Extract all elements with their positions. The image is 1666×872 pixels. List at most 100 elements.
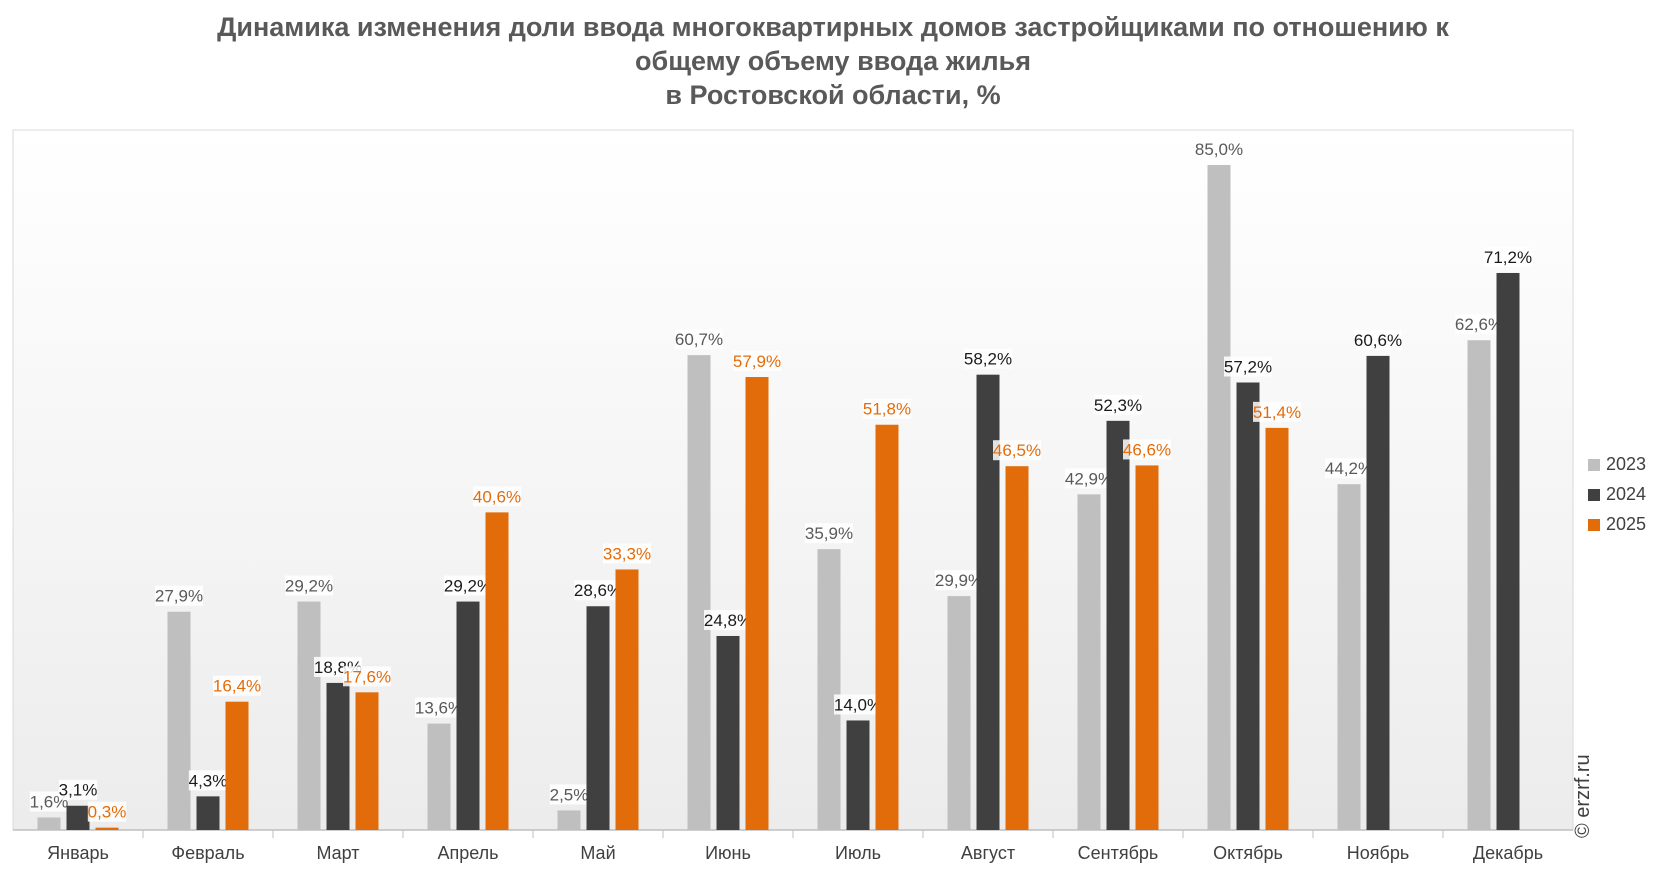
data-label-2023: 27,9% <box>155 587 203 606</box>
data-label-2023: 1,6% <box>30 792 69 811</box>
bar-2024 <box>66 805 90 830</box>
legend-swatch-2024 <box>1588 489 1600 501</box>
chart-title-line-3: в Ростовской области, % <box>665 80 1001 110</box>
data-label-2025: 17,6% <box>343 667 391 686</box>
bar-2024 <box>326 682 350 830</box>
data-label-bg <box>285 575 333 596</box>
bar-2024 <box>586 606 610 830</box>
data-label-bg <box>675 329 723 350</box>
data-label-2024: 71,2% <box>1484 248 1532 267</box>
data-label-bg <box>444 575 492 596</box>
data-label-2023: 13,6% <box>415 699 463 718</box>
data-label-2023: 29,2% <box>285 577 333 596</box>
data-label-2023: 85,0% <box>1195 140 1243 159</box>
data-label-bg <box>805 523 853 544</box>
data-label-2023: 62,6% <box>1455 315 1503 334</box>
chart-title: Динамика изменения доли ввода многокварт… <box>0 10 1666 112</box>
data-label-bg <box>473 486 521 507</box>
bar-2025 <box>615 569 639 830</box>
data-label-bg <box>1484 246 1532 267</box>
data-label-bg <box>213 675 261 696</box>
bar-2025 <box>225 701 249 830</box>
x-tick-label: Декабрь <box>1473 843 1543 863</box>
bar-2025 <box>355 692 379 830</box>
chart-title-line-1: Динамика изменения доли ввода многокварт… <box>217 12 1449 42</box>
legend-label-2023: 2023 <box>1606 454 1646 474</box>
data-label-bg <box>1354 329 1402 350</box>
plot-area <box>12 129 1574 831</box>
data-label-bg <box>603 543 651 564</box>
x-tick-label: Август <box>961 843 1015 863</box>
bar-2023 <box>1337 484 1361 830</box>
x-tick-label: Ноябрь <box>1347 843 1409 863</box>
data-label-2025: 16,4% <box>213 677 261 696</box>
data-label-bg <box>964 348 1012 369</box>
bar-2023 <box>1467 340 1491 830</box>
bar-2025 <box>1135 465 1159 830</box>
watermark: © erzrf.ru <box>1572 754 1594 838</box>
bar-2024 <box>846 720 870 830</box>
data-label-bg <box>1455 314 1503 335</box>
data-label-2024: 24,8% <box>704 611 752 630</box>
data-label-2024: 4,3% <box>189 771 228 790</box>
data-label-2025: 57,9% <box>733 352 781 371</box>
x-tick-label: Июнь <box>705 843 751 863</box>
bar-2025 <box>745 377 769 830</box>
x-tick-label: Март <box>316 843 359 863</box>
data-label-2024: 60,6% <box>1354 331 1402 350</box>
data-label-2024: 57,2% <box>1224 357 1272 376</box>
data-label-2025: 40,6% <box>473 487 521 506</box>
bar-2023 <box>297 601 321 830</box>
x-tick-label: Апрель <box>437 843 498 863</box>
legend-swatch-2023 <box>1588 459 1600 471</box>
data-label-2023: 29,9% <box>935 571 983 590</box>
bar-2024 <box>456 601 480 830</box>
data-label-bg <box>733 351 781 372</box>
bar-2024 <box>1106 420 1130 830</box>
data-label-bg <box>58 779 98 800</box>
data-label-2025: 51,8% <box>863 400 911 419</box>
data-label-bg <box>704 609 752 630</box>
bar-2023 <box>687 355 711 830</box>
data-label-bg <box>1123 439 1171 460</box>
data-label-2023: 2,5% <box>550 785 589 804</box>
data-label-bg <box>155 585 203 606</box>
data-label-2025: 33,3% <box>603 544 651 563</box>
data-label-bg <box>549 784 589 805</box>
x-tick-label: Октябрь <box>1213 843 1283 863</box>
bar-2025 <box>95 827 119 830</box>
bar-2024 <box>1236 382 1260 830</box>
data-label-2024: 28,6% <box>574 581 622 600</box>
bar-2024 <box>1496 272 1520 830</box>
data-label-bg <box>87 801 127 822</box>
data-label-2024: 52,3% <box>1094 396 1142 415</box>
data-label-2024: 58,2% <box>964 350 1012 369</box>
data-label-2023: 44,2% <box>1325 459 1373 478</box>
bar-2023 <box>427 723 451 830</box>
x-tick-label: Июль <box>835 843 881 863</box>
data-label-2025: 51,4% <box>1253 403 1301 422</box>
bar-2024 <box>976 374 1000 830</box>
data-label-bg <box>343 666 391 687</box>
data-label-bg <box>1195 139 1243 159</box>
bar-2024 <box>1366 355 1390 830</box>
data-label-bg <box>574 580 622 601</box>
bar-2023 <box>37 817 61 830</box>
bar-2023 <box>947 596 971 830</box>
data-label-bg <box>415 697 463 718</box>
bar-2025 <box>875 424 899 830</box>
data-label-bg <box>1253 401 1301 422</box>
bar-2025 <box>485 512 509 830</box>
bar-2023 <box>1207 165 1231 830</box>
legend-label-2025: 2025 <box>1606 514 1646 534</box>
x-tick-label: Сентябрь <box>1078 843 1159 863</box>
data-label-bg <box>29 791 69 812</box>
data-label-2023: 60,7% <box>675 330 723 349</box>
data-label-2024: 14,0% <box>834 695 882 714</box>
data-label-bg <box>188 770 228 791</box>
bar-2024 <box>716 635 740 830</box>
bar-2024 <box>196 796 220 830</box>
data-label-2025: 46,6% <box>1123 440 1171 459</box>
data-label-bg <box>993 440 1041 461</box>
